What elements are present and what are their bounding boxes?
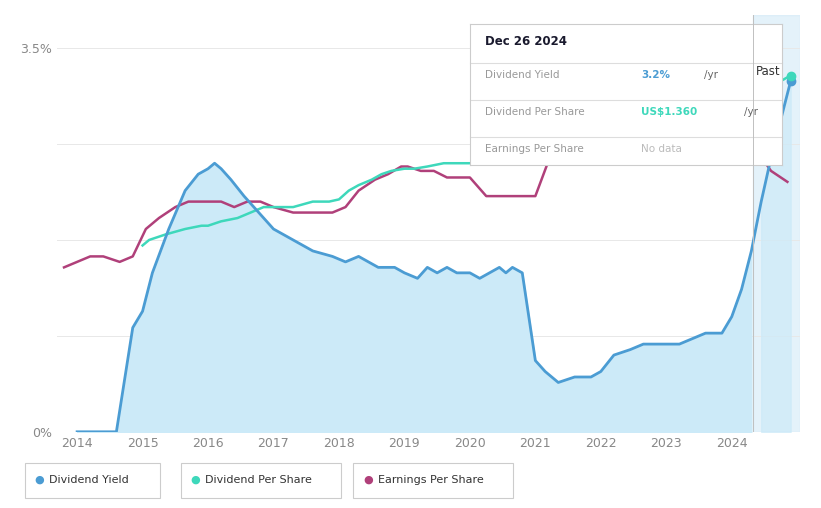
Text: Past: Past	[756, 65, 781, 78]
Text: Dividend Yield: Dividend Yield	[49, 475, 129, 485]
Text: Earnings Per Share: Earnings Per Share	[378, 475, 484, 485]
Text: Dividend Per Share: Dividend Per Share	[205, 475, 312, 485]
Text: ●: ●	[363, 475, 373, 485]
Bar	[753, 15, 800, 432]
Text: ●: ●	[190, 475, 200, 485]
Text: ●: ●	[34, 475, 44, 485]
